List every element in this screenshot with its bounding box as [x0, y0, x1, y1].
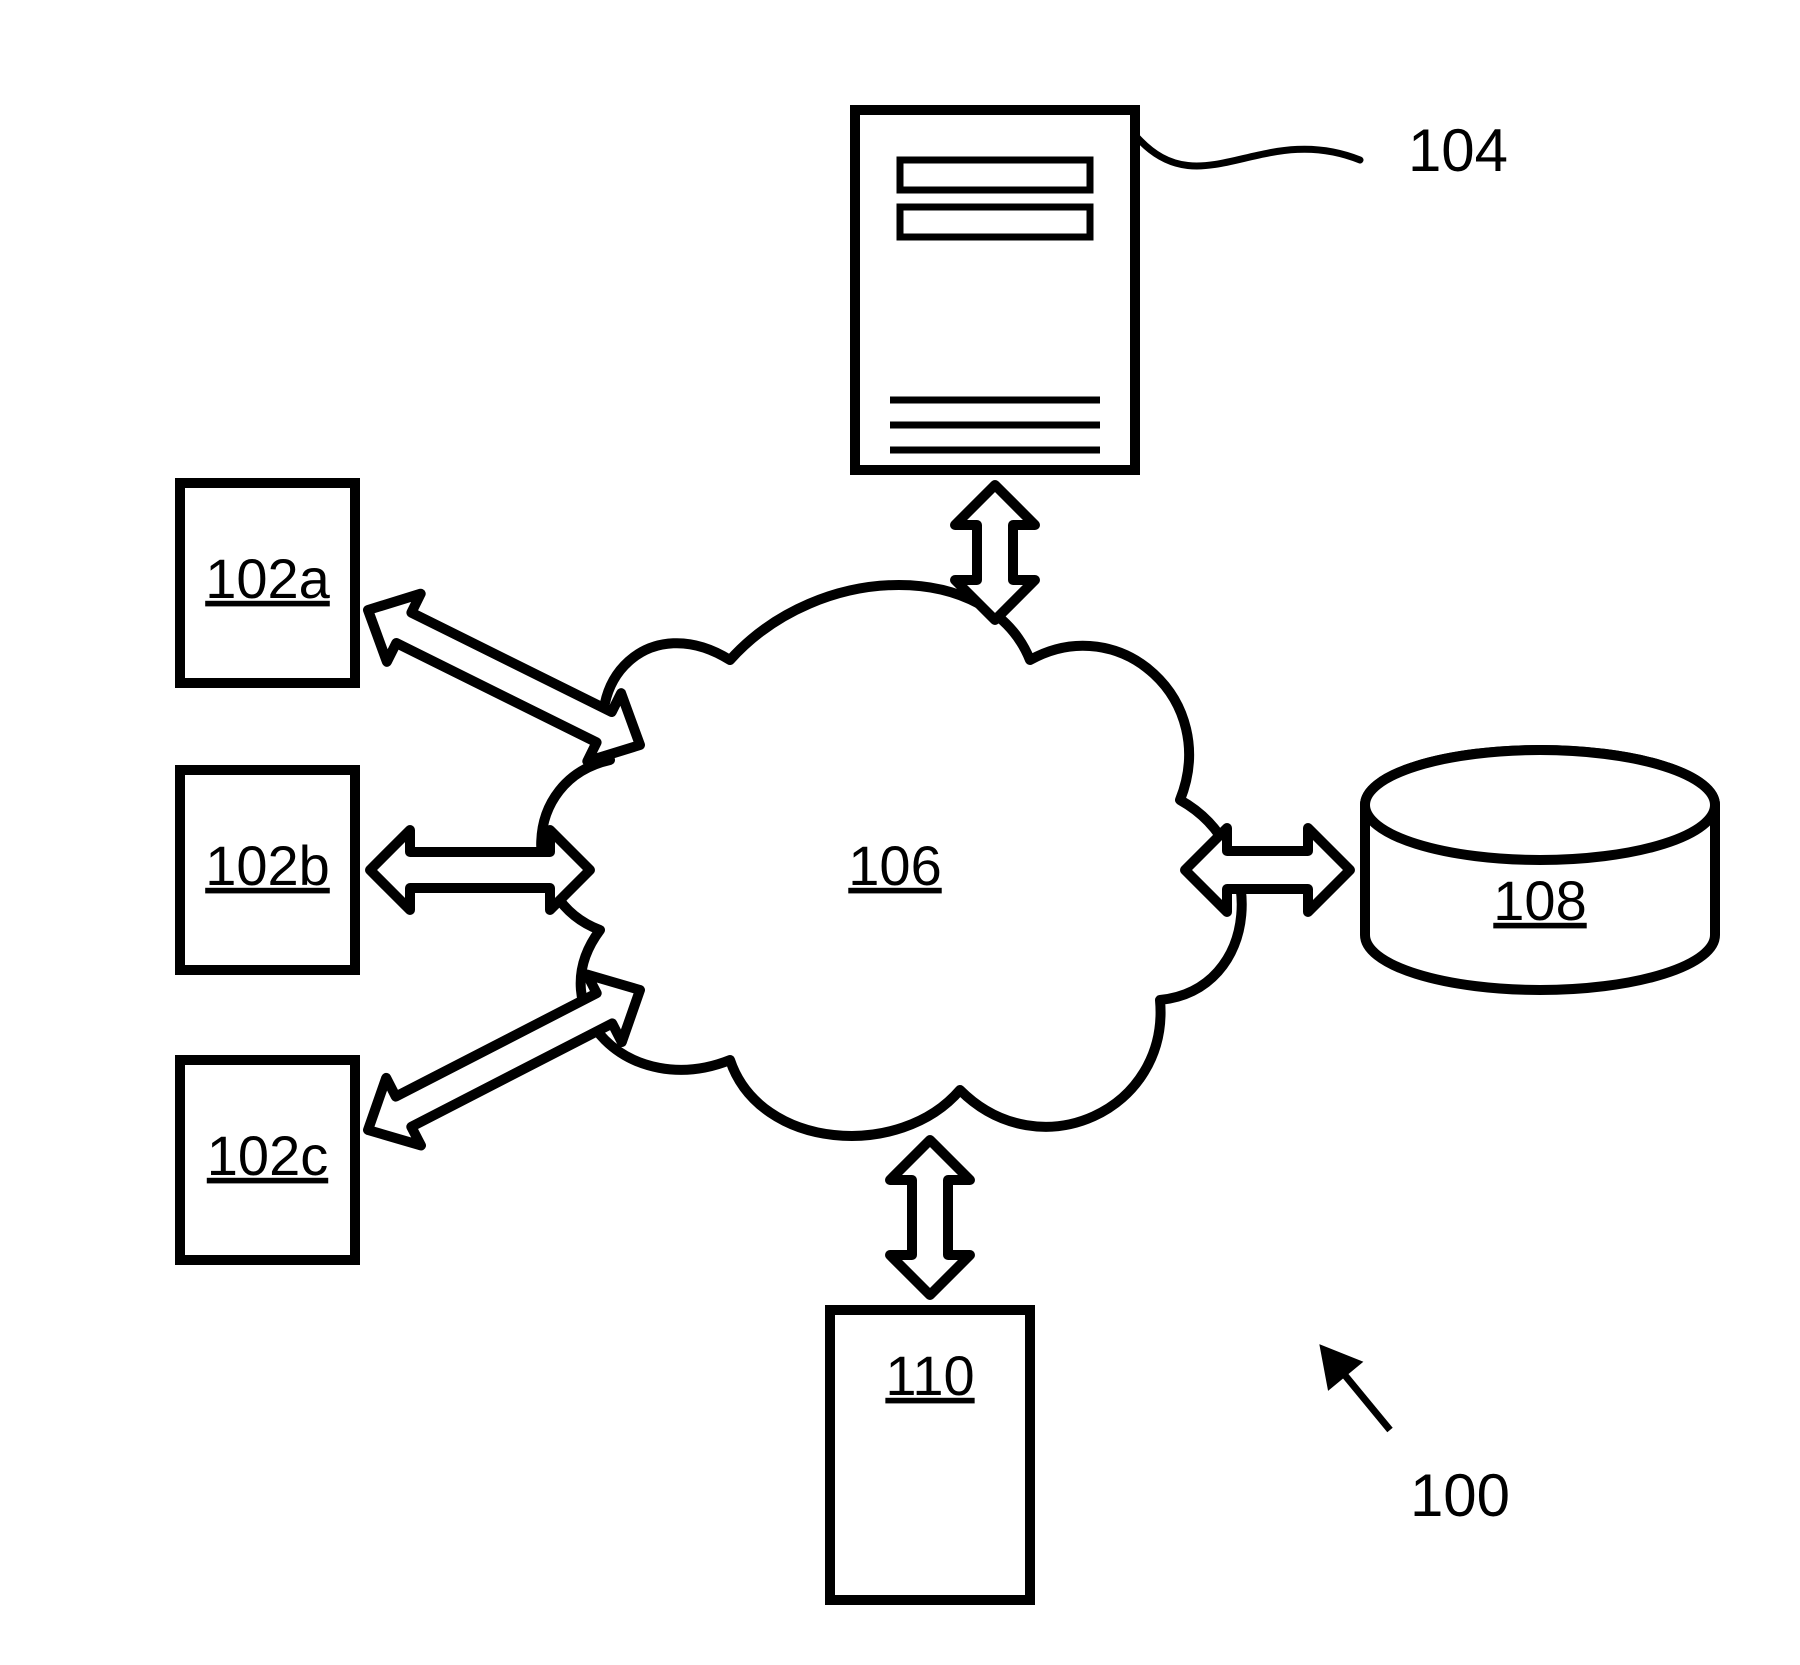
- server-slot: [900, 160, 1090, 190]
- database-top: [1365, 750, 1715, 860]
- server-leader: [1135, 135, 1360, 166]
- client-label-102a: 102a: [205, 547, 330, 610]
- client-label-102b: 102b: [205, 834, 330, 897]
- double-arrow: [1185, 828, 1350, 912]
- double-arrow: [368, 975, 640, 1146]
- double-arrow: [368, 594, 640, 762]
- cloud-label: 106: [848, 834, 941, 897]
- server-slot: [900, 207, 1090, 237]
- double-arrow: [890, 1140, 970, 1295]
- double-arrow: [370, 830, 590, 910]
- bottom-box-label: 110: [885, 1344, 974, 1407]
- figure-ref-label: 100: [1410, 1462, 1510, 1529]
- client-label-102c: 102c: [207, 1124, 328, 1187]
- database-label: 108: [1493, 869, 1586, 932]
- leader-arrowhead: [1320, 1345, 1362, 1390]
- network-diagram: 106 104 108 102a 102b 102c 110 100: [0, 0, 1800, 1665]
- server-ref-label: 104: [1408, 117, 1508, 184]
- leader-line: [1345, 1376, 1390, 1430]
